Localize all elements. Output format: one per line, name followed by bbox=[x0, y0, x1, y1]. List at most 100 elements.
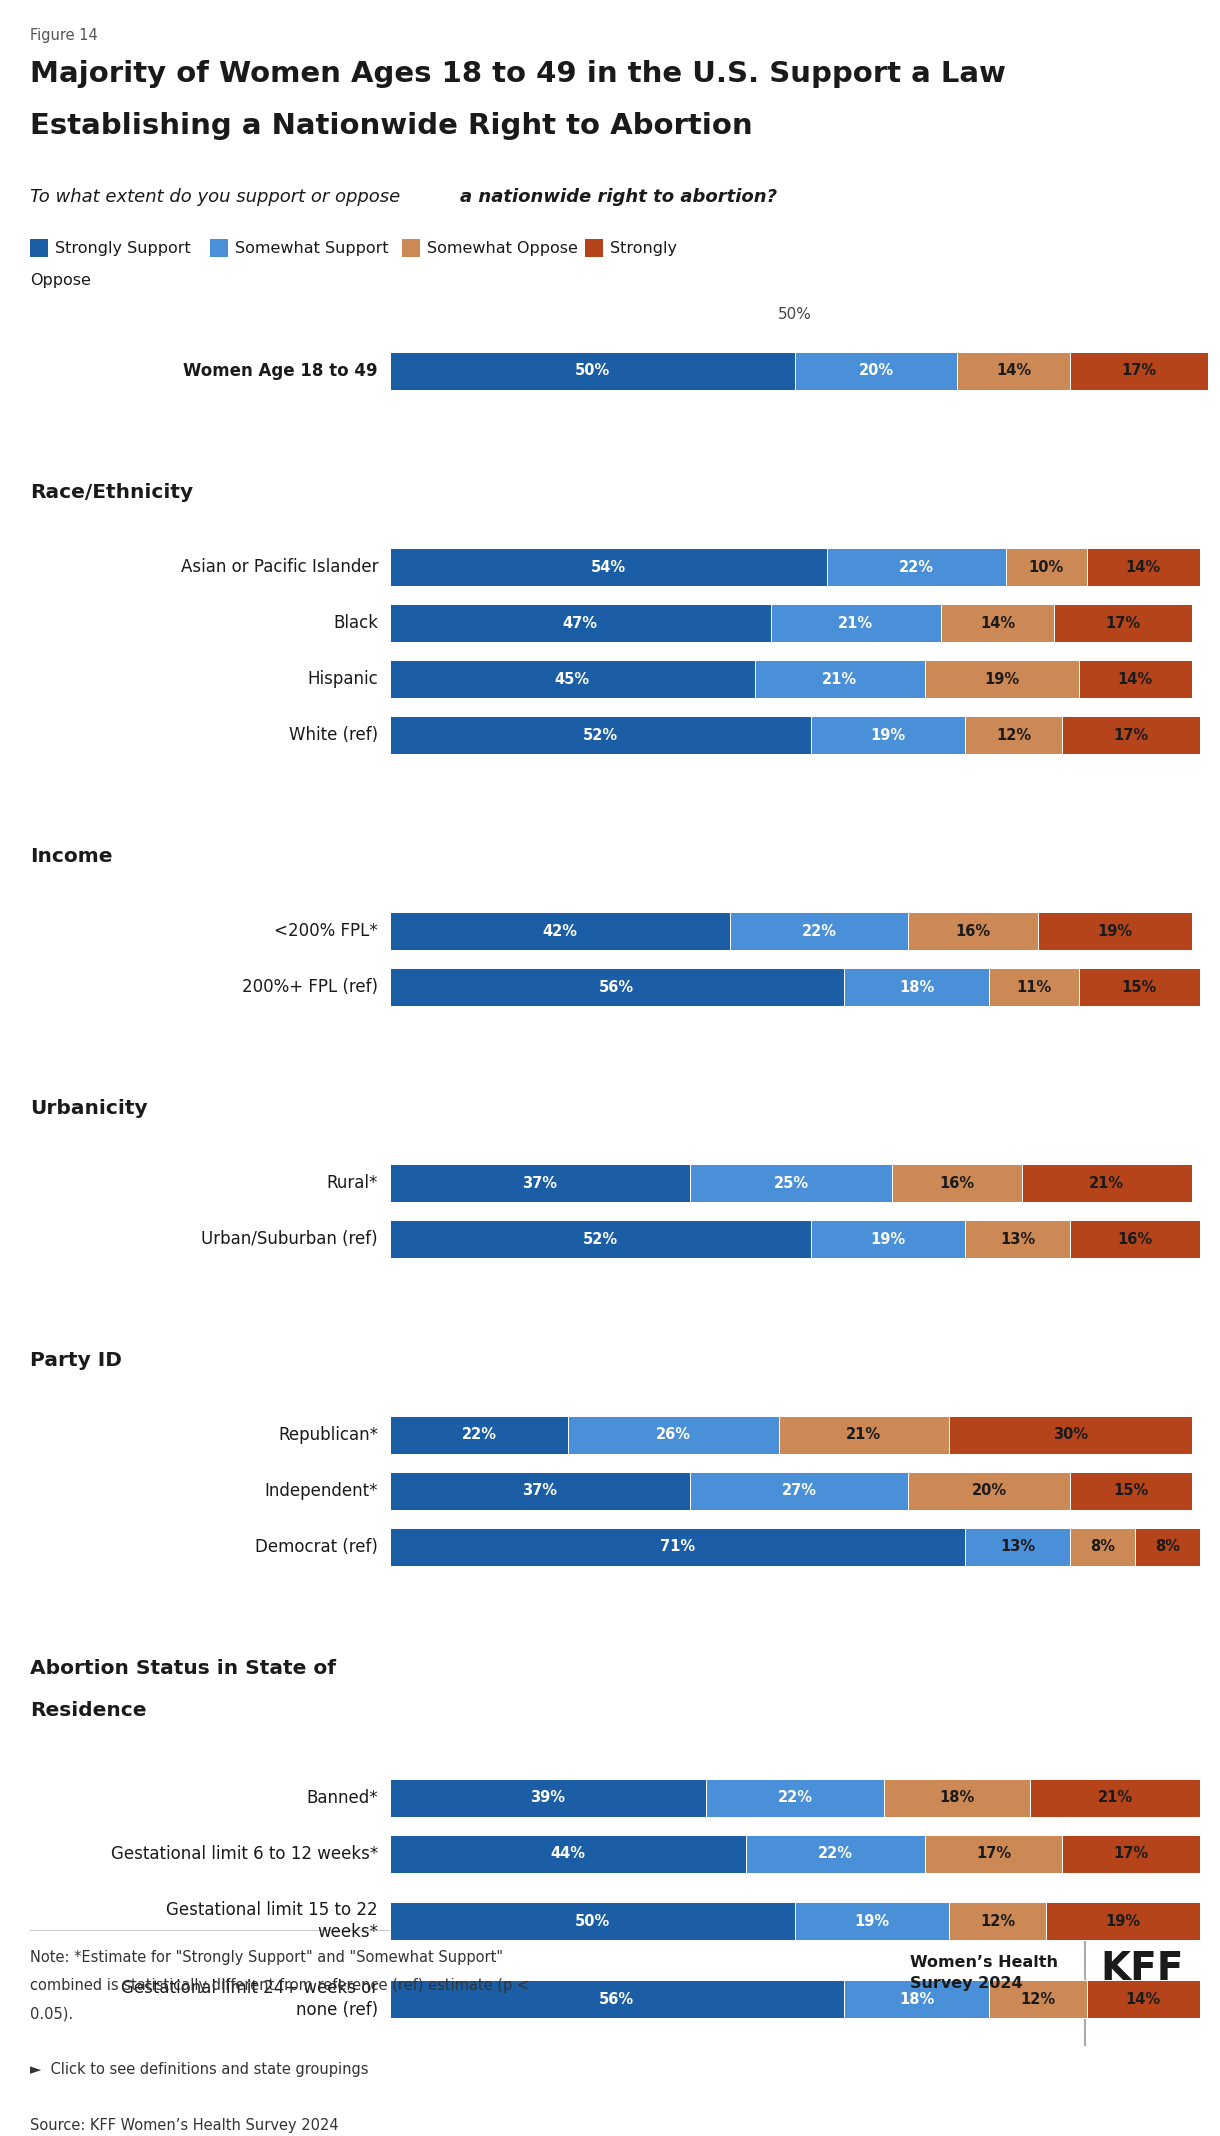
Bar bbox=[989, 968, 1078, 1006]
Text: 37%: 37% bbox=[522, 1175, 558, 1190]
Text: 10%: 10% bbox=[1028, 560, 1064, 575]
Text: Gestational limit 6 to 12 weeks*: Gestational limit 6 to 12 weeks* bbox=[111, 1846, 378, 1863]
Text: 15%: 15% bbox=[1114, 1485, 1149, 1499]
Text: Women’s Health
Survey 2024: Women’s Health Survey 2024 bbox=[910, 1954, 1058, 1991]
Bar bbox=[390, 716, 811, 754]
Bar bbox=[1046, 1901, 1200, 1939]
Bar bbox=[1078, 968, 1200, 1006]
Bar bbox=[1087, 1980, 1200, 2019]
Text: 14%: 14% bbox=[1118, 671, 1153, 686]
Text: Somewhat Oppose: Somewhat Oppose bbox=[427, 241, 578, 256]
Text: 47%: 47% bbox=[562, 615, 598, 630]
Bar bbox=[390, 1835, 747, 1873]
Bar bbox=[706, 1779, 884, 1818]
Text: Asian or Pacific Islander: Asian or Pacific Islander bbox=[181, 557, 378, 577]
Text: combined is statistically different from reference (ref) estimate (p <: combined is statistically different from… bbox=[30, 1978, 529, 1993]
Text: 22%: 22% bbox=[777, 1790, 813, 1805]
Bar bbox=[956, 352, 1070, 391]
Text: none (ref): none (ref) bbox=[296, 2001, 378, 2019]
Bar bbox=[1022, 1164, 1192, 1203]
Text: Note: *Estimate for "Strongly Support" and "Somewhat Support": Note: *Estimate for "Strongly Support" a… bbox=[30, 1950, 503, 1965]
Text: Somewhat Support: Somewhat Support bbox=[235, 241, 389, 256]
Text: 200%+ FPL (ref): 200%+ FPL (ref) bbox=[242, 978, 378, 995]
Bar bbox=[390, 1901, 795, 1939]
Bar bbox=[1070, 1220, 1200, 1258]
Text: Figure 14: Figure 14 bbox=[30, 28, 98, 43]
Bar bbox=[1038, 912, 1192, 951]
Bar bbox=[965, 716, 1063, 754]
Text: 21%: 21% bbox=[847, 1427, 881, 1442]
Text: 14%: 14% bbox=[997, 363, 1031, 378]
Text: 42%: 42% bbox=[543, 923, 577, 938]
Bar bbox=[811, 716, 965, 754]
Bar bbox=[689, 1472, 909, 1510]
Text: Banned*: Banned* bbox=[306, 1790, 378, 1807]
Text: 16%: 16% bbox=[939, 1175, 975, 1190]
Text: Democrat (ref): Democrat (ref) bbox=[255, 1538, 378, 1555]
Text: 18%: 18% bbox=[899, 1991, 935, 2006]
Bar bbox=[390, 352, 795, 391]
Text: Party ID: Party ID bbox=[30, 1350, 122, 1369]
Bar bbox=[925, 1835, 1063, 1873]
Text: 17%: 17% bbox=[1114, 1846, 1149, 1860]
Text: 44%: 44% bbox=[550, 1846, 586, 1860]
Text: Income: Income bbox=[30, 848, 112, 865]
Text: Urbanicity: Urbanicity bbox=[30, 1100, 148, 1117]
Bar bbox=[827, 549, 1005, 585]
Text: 14%: 14% bbox=[980, 615, 1015, 630]
Bar bbox=[989, 1980, 1087, 2019]
Bar bbox=[1078, 660, 1192, 698]
Text: 20%: 20% bbox=[859, 363, 893, 378]
Bar bbox=[390, 912, 731, 951]
Bar bbox=[390, 660, 754, 698]
Text: Black: Black bbox=[333, 613, 378, 632]
Text: 12%: 12% bbox=[1020, 1991, 1055, 2006]
Bar bbox=[1005, 549, 1087, 585]
Text: 17%: 17% bbox=[976, 1846, 1011, 1860]
Text: 8%: 8% bbox=[1155, 1540, 1180, 1555]
Text: 56%: 56% bbox=[599, 980, 634, 995]
Text: 19%: 19% bbox=[1105, 1914, 1141, 1929]
Bar bbox=[390, 1527, 965, 1566]
Text: 16%: 16% bbox=[1118, 1232, 1153, 1247]
Text: 22%: 22% bbox=[802, 923, 837, 938]
Text: Establishing a Nationwide Right to Abortion: Establishing a Nationwide Right to Abort… bbox=[30, 111, 753, 141]
Bar bbox=[843, 968, 989, 1006]
Text: 50%: 50% bbox=[575, 363, 610, 378]
Text: Strongly Support: Strongly Support bbox=[55, 241, 190, 256]
Bar bbox=[771, 604, 941, 643]
Text: 21%: 21% bbox=[1097, 1790, 1132, 1805]
Text: 52%: 52% bbox=[583, 728, 619, 743]
Text: Hispanic: Hispanic bbox=[307, 671, 378, 688]
Text: 12%: 12% bbox=[980, 1914, 1015, 1929]
Text: 71%: 71% bbox=[660, 1540, 695, 1555]
Bar bbox=[30, 239, 48, 256]
Bar bbox=[1135, 1527, 1200, 1566]
Text: 8%: 8% bbox=[1091, 1540, 1115, 1555]
Text: 14%: 14% bbox=[1126, 1991, 1161, 2006]
Bar bbox=[1070, 1472, 1192, 1510]
Bar bbox=[1030, 1779, 1200, 1818]
Bar bbox=[390, 1220, 811, 1258]
Text: <200% FPL*: <200% FPL* bbox=[274, 923, 378, 940]
Bar bbox=[747, 1835, 925, 1873]
Bar bbox=[390, 968, 843, 1006]
Text: 17%: 17% bbox=[1121, 363, 1157, 378]
Bar bbox=[390, 1164, 689, 1203]
Bar bbox=[1054, 604, 1192, 643]
Bar bbox=[390, 1980, 843, 2019]
Text: 20%: 20% bbox=[972, 1485, 1006, 1499]
Bar bbox=[941, 604, 1054, 643]
Text: 37%: 37% bbox=[522, 1485, 558, 1499]
Text: 13%: 13% bbox=[1000, 1540, 1036, 1555]
Bar bbox=[778, 1416, 949, 1455]
Bar bbox=[892, 1164, 1022, 1203]
Text: 18%: 18% bbox=[939, 1790, 975, 1805]
Text: 17%: 17% bbox=[1105, 615, 1141, 630]
Text: 45%: 45% bbox=[555, 671, 589, 686]
Bar bbox=[390, 1779, 706, 1818]
Text: 19%: 19% bbox=[871, 1232, 905, 1247]
Text: 39%: 39% bbox=[531, 1790, 565, 1805]
Bar bbox=[965, 1220, 1070, 1258]
Text: 13%: 13% bbox=[1000, 1232, 1036, 1247]
